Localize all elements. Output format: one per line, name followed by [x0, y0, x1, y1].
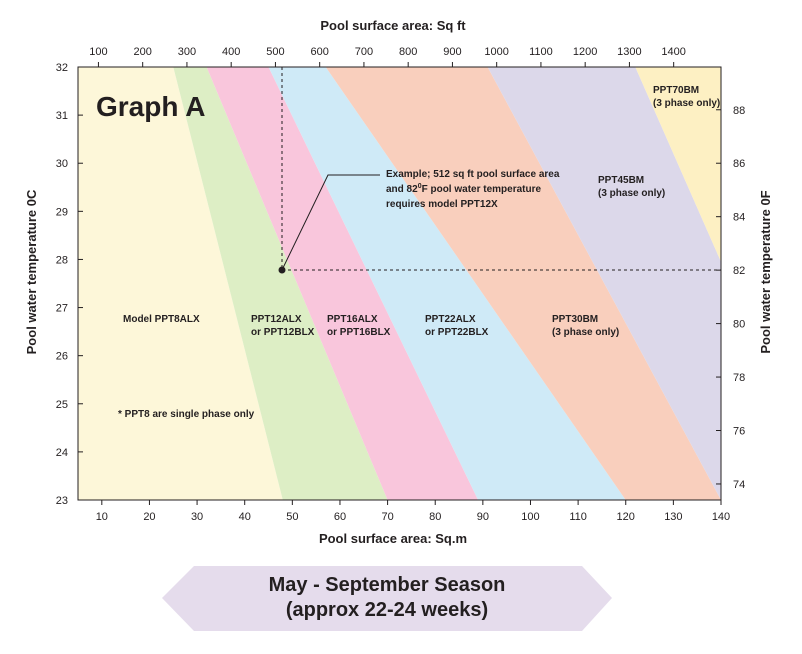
- left-tick-label: 30: [56, 158, 68, 170]
- left-tick-label: 26: [56, 351, 68, 363]
- right-tick-label: 80: [733, 319, 745, 331]
- bottom-tick-label: 30: [191, 511, 203, 523]
- top-tick-label: 200: [134, 46, 152, 58]
- left-tick-label: 24: [56, 447, 68, 459]
- bottom-tick-label: 120: [617, 511, 635, 523]
- bottom-tick-label: 60: [334, 511, 346, 523]
- left-tick-label: 32: [56, 62, 68, 74]
- label-ppt12-line2: or PPT12BLX: [251, 327, 315, 338]
- example-leader-line: [281, 174, 380, 271]
- label-ppt30-line1: PPT30BM: [552, 314, 598, 325]
- top-tick-label: 400: [222, 46, 240, 58]
- plot-frame: [77, 66, 722, 501]
- right-tick-label: 74: [733, 479, 745, 491]
- label-ppt8: Model PPT8ALX: [123, 314, 200, 325]
- right-tick-label: 82: [733, 265, 745, 277]
- left-tick-label: 29: [56, 206, 68, 218]
- top-tick-label: 500: [266, 46, 284, 58]
- top-tick-label: 700: [355, 46, 373, 58]
- bottom-tick-label: 50: [286, 511, 298, 523]
- right-axis-title: Pool water temperature 0F: [758, 190, 773, 353]
- region-3: [206, 67, 479, 500]
- label-ppt30-line2: (3 phase only): [552, 327, 619, 338]
- top-tick-label: 1300: [617, 46, 641, 58]
- top-axis-title: Pool surface area: Sq ft: [320, 18, 466, 33]
- bottom-tick-label: 140: [712, 511, 730, 523]
- region-2: [173, 67, 388, 500]
- left-tick-label: 27: [56, 303, 68, 315]
- right-tick-label: 86: [733, 158, 745, 170]
- top-tick-label: 1200: [573, 46, 597, 58]
- graph-title: Graph A: [96, 91, 205, 122]
- left-tick-label: 28: [56, 254, 68, 266]
- right-tick-label: 76: [733, 426, 745, 438]
- top-tick-label: 1100: [529, 46, 553, 58]
- top-tick-label: 1000: [484, 46, 508, 58]
- bottom-tick-label: 80: [429, 511, 441, 523]
- label-ppt16-line2: or PPT16BLX: [327, 327, 391, 338]
- top-tick-label: 900: [443, 46, 461, 58]
- axis-ticks: 10 20 30 40 50 60 70 80 90 100 110 120 130 140 100 200 3…: [56, 46, 746, 523]
- top-tick-label: 600: [311, 46, 329, 58]
- top-tick-label: 100: [89, 46, 107, 58]
- label-ppt22-line2: or PPT22BLX: [425, 327, 489, 338]
- ppt8-note: * PPT8 are single phase only: [118, 409, 255, 420]
- label-ppt70-line2: (3 phase only): [653, 98, 720, 109]
- example-text-line1: Example; 512 sq ft pool surface area: [386, 169, 560, 180]
- label-ppt45-line1: PPT45BM: [598, 175, 644, 186]
- bottom-tick-label: 70: [381, 511, 393, 523]
- label-ppt16-line1: PPT16ALX: [327, 314, 378, 325]
- region-5: [325, 67, 721, 500]
- label-ppt45-line2: (3 phase only): [598, 188, 665, 199]
- right-tick-label: 78: [733, 372, 745, 384]
- region-6: [487, 67, 721, 500]
- bottom-tick-label: 20: [143, 511, 155, 523]
- season-banner: [162, 566, 612, 631]
- bottom-tick-label: 100: [521, 511, 539, 523]
- bottom-tick-label: 130: [664, 511, 682, 523]
- label-ppt12-line1: PPT12ALX: [251, 314, 302, 325]
- banner-line1: May - September Season: [269, 574, 506, 596]
- label-ppt70-line1: PPT70BM: [653, 85, 699, 96]
- top-tick-label: 1400: [661, 46, 685, 58]
- left-tick-label: 23: [56, 495, 68, 507]
- bottom-tick-label: 110: [569, 511, 587, 523]
- bottom-tick-label: 90: [477, 511, 489, 523]
- example-point: [278, 266, 286, 274]
- model-regions: [78, 67, 721, 500]
- left-axis-title: Pool water temperature 0C: [24, 189, 39, 354]
- top-tick-label: 300: [178, 46, 196, 58]
- bottom-tick-label: 10: [96, 511, 108, 523]
- banner-line2: (approx 22-24 weeks): [286, 599, 488, 621]
- right-tick-label: 88: [733, 105, 745, 117]
- example-text-line2: and 820F pool water temperature: [386, 183, 542, 195]
- label-ppt22-line1: PPT22ALX: [425, 314, 476, 325]
- bottom-axis-title: Pool surface area: Sq.m: [319, 531, 467, 546]
- region-1: [78, 67, 283, 500]
- left-tick-label: 31: [56, 110, 68, 122]
- left-tick-label: 25: [56, 399, 68, 411]
- example-text-line3: requires model PPT12X: [386, 199, 498, 210]
- bottom-tick-label: 40: [239, 511, 251, 523]
- top-tick-label: 800: [399, 46, 417, 58]
- region-7: [635, 67, 721, 262]
- right-tick-label: 84: [733, 212, 745, 224]
